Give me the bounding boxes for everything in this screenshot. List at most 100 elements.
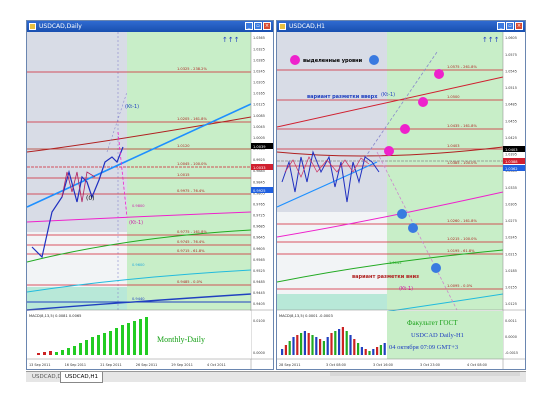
macd-bar — [115, 328, 118, 355]
macd-bar — [322, 341, 325, 355]
horizontal-scrollbar[interactable] — [330, 372, 520, 376]
macd-bar — [61, 350, 64, 355]
price-chart[interactable]: выделенные уровни вариант разметки вверх… — [277, 32, 526, 370]
trend-line — [27, 293, 252, 311]
macd-bar — [79, 343, 82, 355]
macd-bar — [341, 327, 344, 355]
macd-bar — [97, 335, 100, 355]
price-axis — [251, 32, 273, 369]
price-tick: 1.0545 — [505, 69, 517, 73]
indicator-tick: 0.0000 — [253, 351, 265, 355]
maximize-button[interactable]: ▫ — [254, 22, 262, 30]
fib-label: 1.0385 - 100.0% — [447, 161, 477, 165]
caption-faculty: Факультет ГОСТ — [407, 319, 458, 327]
indicator-tick: 0.0000 — [505, 335, 517, 339]
price-tick: 1.0045 — [253, 125, 265, 129]
annotation-zero: (0) — [86, 195, 95, 202]
price-tick: 1.0425 — [505, 136, 517, 140]
variant-down-text: вариант разметки вниз — [352, 274, 419, 280]
price-tick: 0.9925 — [253, 158, 265, 162]
price-tick: 1.0275 — [505, 219, 517, 223]
price-tick: 0.9725 — [253, 214, 265, 218]
date-tick: 4 Oct 2011 — [207, 363, 226, 367]
price-line-overlay — [284, 156, 370, 178]
price-tick: 1.0245 — [253, 69, 265, 73]
price-tick: 1.0305 — [505, 202, 517, 206]
minimize-button[interactable]: _ — [245, 22, 253, 30]
price-tick: 0.9405 — [253, 302, 265, 306]
window-title: USDCAD,Daily — [39, 23, 82, 30]
date-tick: 21 Sep 2011 — [100, 363, 122, 367]
chart-window-h1[interactable]: USDCAD,H1 _ ▫ × — [276, 20, 526, 370]
price-tag-text: 1.0403 — [505, 148, 518, 152]
tab-usdcad-h1[interactable]: USDCAD,H1 — [60, 372, 103, 383]
macd-bar — [145, 317, 148, 355]
fib-label: 1.0120 — [177, 144, 190, 148]
price-tick: 0.9565 — [253, 258, 265, 262]
price-tick: 1.0605 — [505, 36, 517, 40]
annotation-kt: (Kt-1) — [125, 104, 139, 110]
macd-bar — [368, 351, 371, 355]
minimize-button[interactable]: _ — [497, 22, 505, 30]
chart-caption: Monthly-Daily — [157, 335, 205, 344]
price-tick: 1.0485 — [505, 103, 517, 107]
macd-bar — [360, 347, 363, 355]
macd-bar — [284, 345, 287, 355]
highlight-dot — [400, 124, 410, 134]
price-tick: 1.0365 — [253, 36, 265, 40]
price-tag — [503, 158, 525, 164]
green-zone — [387, 32, 503, 310]
price-tick: 1.0325 — [253, 47, 265, 51]
price-tick: 1.0085 — [253, 114, 265, 118]
price-tick: 1.0215 — [505, 252, 517, 256]
indicator-tick: -0.0015 — [505, 351, 518, 355]
highlight-dot — [434, 69, 444, 79]
macd-bar — [103, 333, 106, 355]
date-tick: 29 Sep 2011 — [171, 363, 193, 367]
chart-window-daily[interactable]: USDCAD,Daily _ ▫ × — [26, 20, 274, 370]
macd-bar — [300, 333, 303, 355]
date-tick: 13 Sep 2011 — [29, 363, 51, 367]
macd-bar — [43, 352, 46, 355]
price-tick: 0.9805 — [253, 191, 265, 195]
close-button[interactable]: × — [263, 22, 271, 30]
window-title: USDCAD,H1 — [289, 23, 325, 30]
price-tick: 1.0125 — [253, 103, 265, 107]
price-tick: 1.0365 — [505, 169, 517, 173]
price-tick: 1.0515 — [505, 86, 517, 90]
highlight-dot — [384, 146, 394, 156]
maximize-button[interactable]: ▫ — [506, 22, 514, 30]
fib-label: 1.0215 - 100.0% — [447, 237, 477, 241]
price-tag — [503, 165, 525, 171]
price-tag-text: 1.0388 — [505, 160, 518, 164]
macd-bar — [379, 345, 382, 355]
legend-text: выделенные уровни — [303, 58, 363, 64]
projection-line — [361, 51, 438, 163]
price-tick: 1.0155 — [505, 286, 517, 290]
date-tick: 26 Sep 2011 — [136, 363, 158, 367]
macd-bar — [338, 329, 341, 355]
close-button[interactable]: × — [515, 22, 523, 30]
price-tick: 0.9845 — [253, 180, 265, 184]
fib-label: 0.9745 - 76.4% — [177, 240, 205, 244]
price-tick: 1.0205 — [253, 81, 265, 85]
date-tick: 3 Oct 08:00 — [326, 363, 346, 367]
macd-histogram — [281, 327, 386, 355]
macd-bar — [315, 337, 318, 355]
window-titlebar[interactable]: USDCAD,H1 _ ▫ × — [277, 21, 525, 32]
price-tick: 0.9485 — [253, 280, 265, 284]
trend-line — [27, 116, 252, 153]
price-chart[interactable]: (Kt-1) (Kt-1) (0) ↑↑↑ 1.0325 - 238.2% 1.… — [27, 32, 274, 370]
date-tick: 3 Oct 23:00 — [420, 363, 440, 367]
macd-bar — [73, 346, 76, 355]
fib-label: 1.0435 - 161.8% — [447, 124, 477, 128]
annotation-kt: (Kt-1) — [381, 92, 395, 98]
window-titlebar[interactable]: USDCAD,Daily _ ▫ × — [27, 21, 273, 32]
trend-line — [277, 76, 504, 128]
fib-label: 1.0500 — [447, 95, 460, 99]
chart-tab-bar: USDCAD,Daily USDCAD,H1 — [26, 371, 526, 383]
price-line-overlay — [61, 171, 96, 203]
macd-bar — [91, 337, 94, 355]
trend-line — [277, 191, 504, 238]
fib-label: 1.0260 - 161.8% — [447, 219, 477, 223]
